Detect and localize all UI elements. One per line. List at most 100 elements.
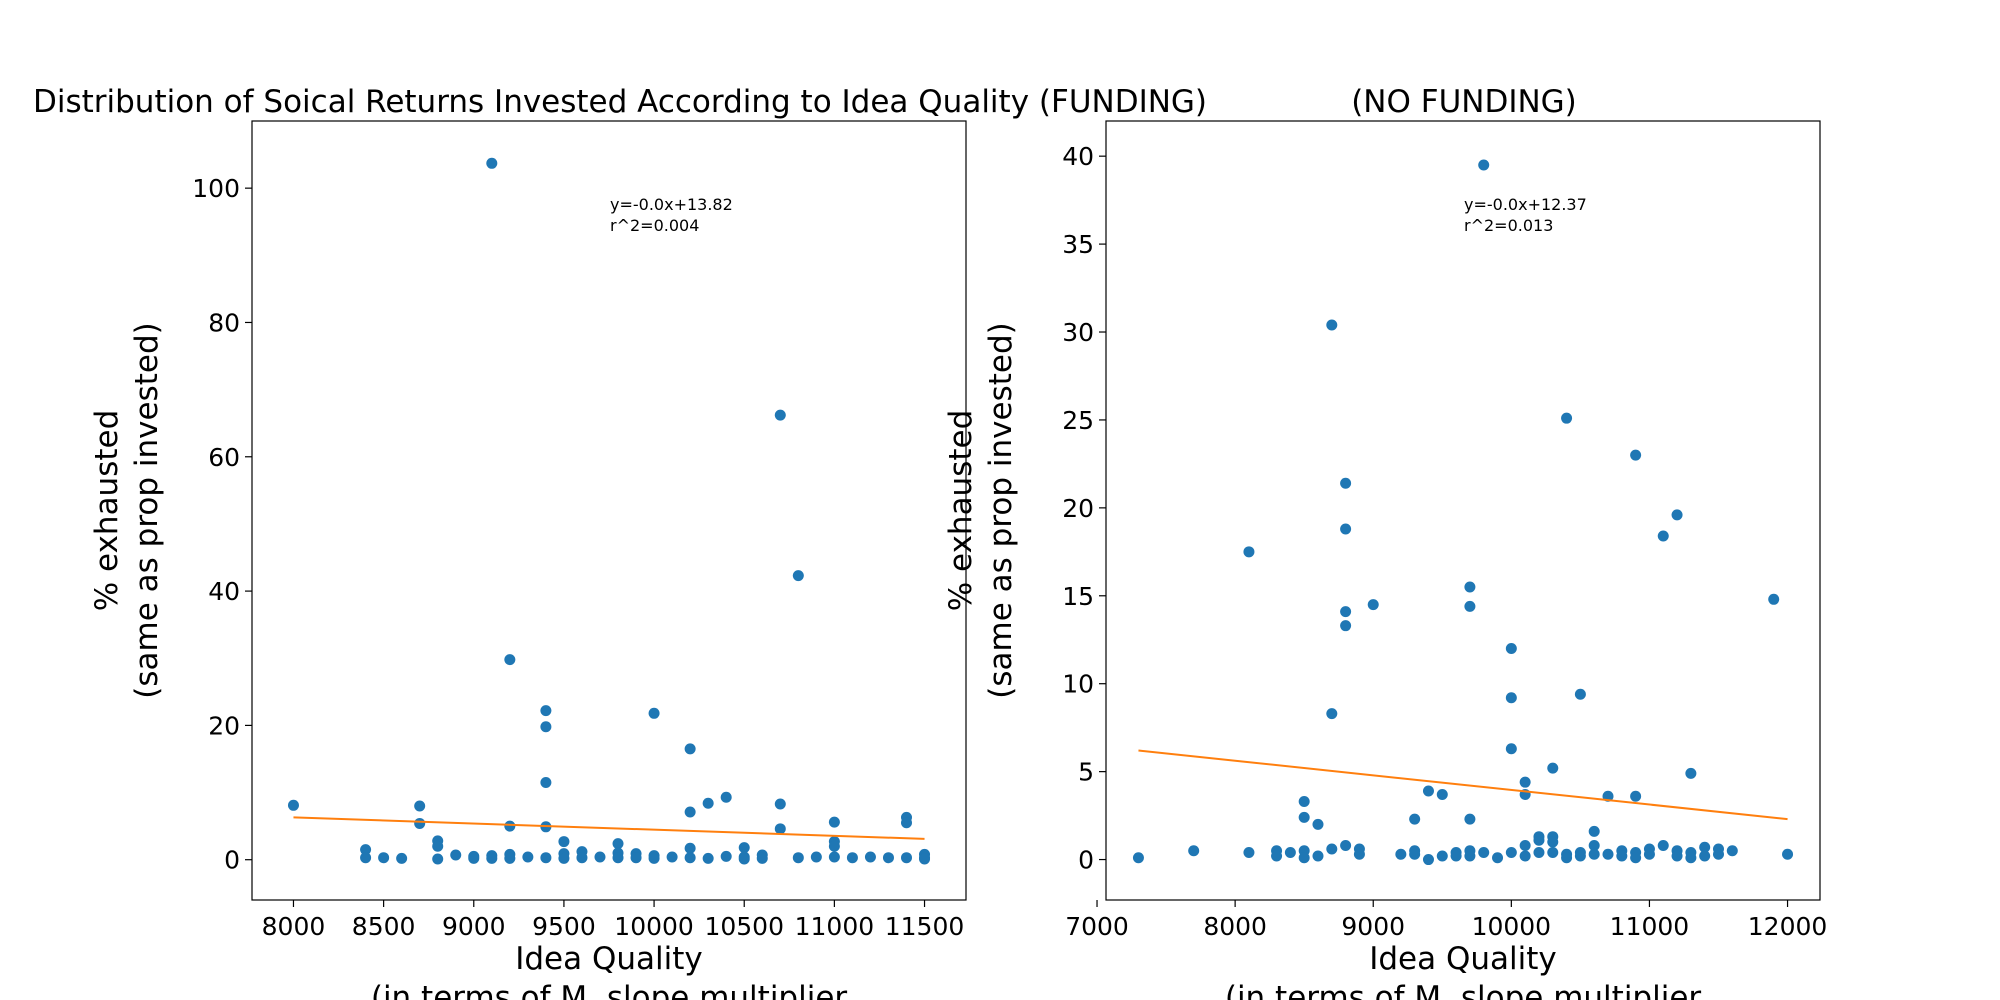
scatter-point: [1367, 599, 1379, 611]
scatter-point: [450, 849, 462, 861]
scatter-point: [1298, 796, 1310, 808]
x-tick-label: 10000: [614, 912, 694, 941]
scatter-point: [828, 816, 840, 828]
scatter-point: [1505, 692, 1517, 704]
scatter-point: [1478, 847, 1490, 859]
scatter-point: [1588, 848, 1600, 860]
scatter-point: [1478, 159, 1490, 171]
scatter-point: [504, 820, 516, 832]
scatter-point: [576, 852, 588, 864]
x-tick-label: 8000: [1203, 912, 1267, 941]
regression-equation: y=-0.0x+12.37: [1464, 195, 1587, 214]
scatter-point: [378, 852, 390, 864]
scatter-point: [558, 836, 570, 848]
y-tick-label: 40: [1062, 142, 1094, 171]
scatter-point: [1588, 825, 1600, 837]
y-tick-label: 60: [208, 443, 240, 472]
scatter-point: [504, 852, 516, 864]
scatter-point: [558, 852, 570, 864]
scatter-point: [901, 817, 912, 829]
chart-title: (NO FUNDING): [1351, 84, 1577, 120]
x-tick-label: 10000: [1472, 912, 1552, 941]
y-tick-label: 100: [192, 174, 240, 203]
y-tick-label: 0: [1078, 846, 1094, 875]
scatter-point: [1353, 848, 1365, 860]
scatter-point: [1422, 854, 1434, 866]
scatter-point: [1699, 850, 1711, 862]
scatter-point: [287, 799, 299, 811]
scatter-point: [1464, 581, 1476, 593]
scatter-point: [1671, 509, 1683, 521]
scatter-point: [1436, 788, 1448, 800]
scatter-point: [1298, 852, 1310, 864]
scatter-point: [738, 853, 750, 865]
x-tick-label: 11000: [795, 912, 875, 941]
x-tick-label: 7000: [1065, 912, 1129, 941]
scatter-point: [792, 570, 804, 582]
scatter-point: [648, 707, 660, 719]
scatter-point: [486, 852, 498, 864]
scatter-point: [1685, 852, 1697, 864]
scatter-point: [540, 852, 552, 864]
y-tick-label: 80: [208, 308, 240, 337]
regression-equation: y=-0.0x+13.82: [610, 195, 733, 214]
axes-frame: [251, 120, 967, 901]
x-tick-label: 8500: [352, 912, 416, 941]
scatter-point: [1188, 845, 1200, 857]
scatter-point: [1464, 813, 1476, 825]
scatter-point: [1547, 762, 1559, 774]
funding-panel: Distribution of Soical Returns Invested …: [33, 84, 1207, 1000]
scatter-point: [1657, 530, 1669, 542]
y-tick-label: 15: [1062, 582, 1094, 611]
x-tick-label: 9000: [1341, 912, 1405, 941]
scatter-point: [1561, 412, 1573, 424]
scatter-point: [1505, 847, 1517, 859]
scatter-point: [1326, 708, 1338, 720]
x-tick-label: 11000: [1610, 912, 1690, 941]
scatter-point: [1630, 449, 1642, 461]
scatter-point: [1768, 593, 1780, 605]
scatter-point: [1298, 811, 1310, 823]
x-tick-label: 9000: [442, 912, 506, 941]
scatter-point: [756, 852, 768, 864]
y-tick-label: 30: [1062, 318, 1094, 347]
scatter-point: [1505, 643, 1517, 655]
scatter-point: [1271, 850, 1283, 862]
scatter-point: [1340, 523, 1352, 535]
scatter-point: [1450, 850, 1462, 862]
scatter-point: [720, 791, 732, 803]
scatter-point: [1602, 848, 1614, 860]
y-tick-label: 20: [1062, 494, 1094, 523]
y-tick-label: 25: [1062, 406, 1094, 435]
scatter-point: [414, 800, 426, 812]
scatter-point: [1643, 848, 1655, 860]
scatter-point: [1326, 319, 1338, 331]
scatter-point: [1630, 852, 1642, 864]
x-axis-label: Idea Quality: [515, 941, 703, 977]
scatter-point: [1547, 836, 1559, 848]
y-tick-label: 40: [208, 577, 240, 606]
scatter-point: [1464, 600, 1476, 612]
y-tick-label: 0: [224, 846, 240, 875]
scatter-point: [360, 844, 372, 856]
x-axis-label-line2: (in terms of M, slope multiplier: [371, 980, 848, 1000]
scatter-point: [594, 851, 606, 863]
x-axis-label-line2: (in terms of M, slope multiplier: [1225, 980, 1702, 1000]
y-tick-label: 20: [208, 711, 240, 740]
scatter-point: [1547, 847, 1559, 859]
scatter-point: [774, 798, 786, 810]
regression-r-squared: r^2=0.004: [610, 216, 699, 235]
scatter-point: [774, 409, 786, 421]
scatter-point: [612, 852, 624, 864]
no-funding-panel: (NO FUNDING) 7000 8000 9000 10000 11000 12000…: [943, 84, 1827, 1000]
chart-title: Distribution of Soical Returns Invested …: [33, 84, 1207, 120]
scatter-point: [810, 851, 822, 863]
scatter-point: [684, 806, 696, 818]
scatter-point: [846, 852, 858, 864]
scatter-point: [666, 851, 678, 863]
scatter-point: [1712, 848, 1724, 860]
plot-area: 7000 8000 9000 10000 11000 12000 0 5 10 15 20 25 30 3…: [1062, 120, 1827, 941]
y-axis-label: % exhausted: [943, 410, 979, 612]
scatter-point: [1685, 767, 1697, 779]
